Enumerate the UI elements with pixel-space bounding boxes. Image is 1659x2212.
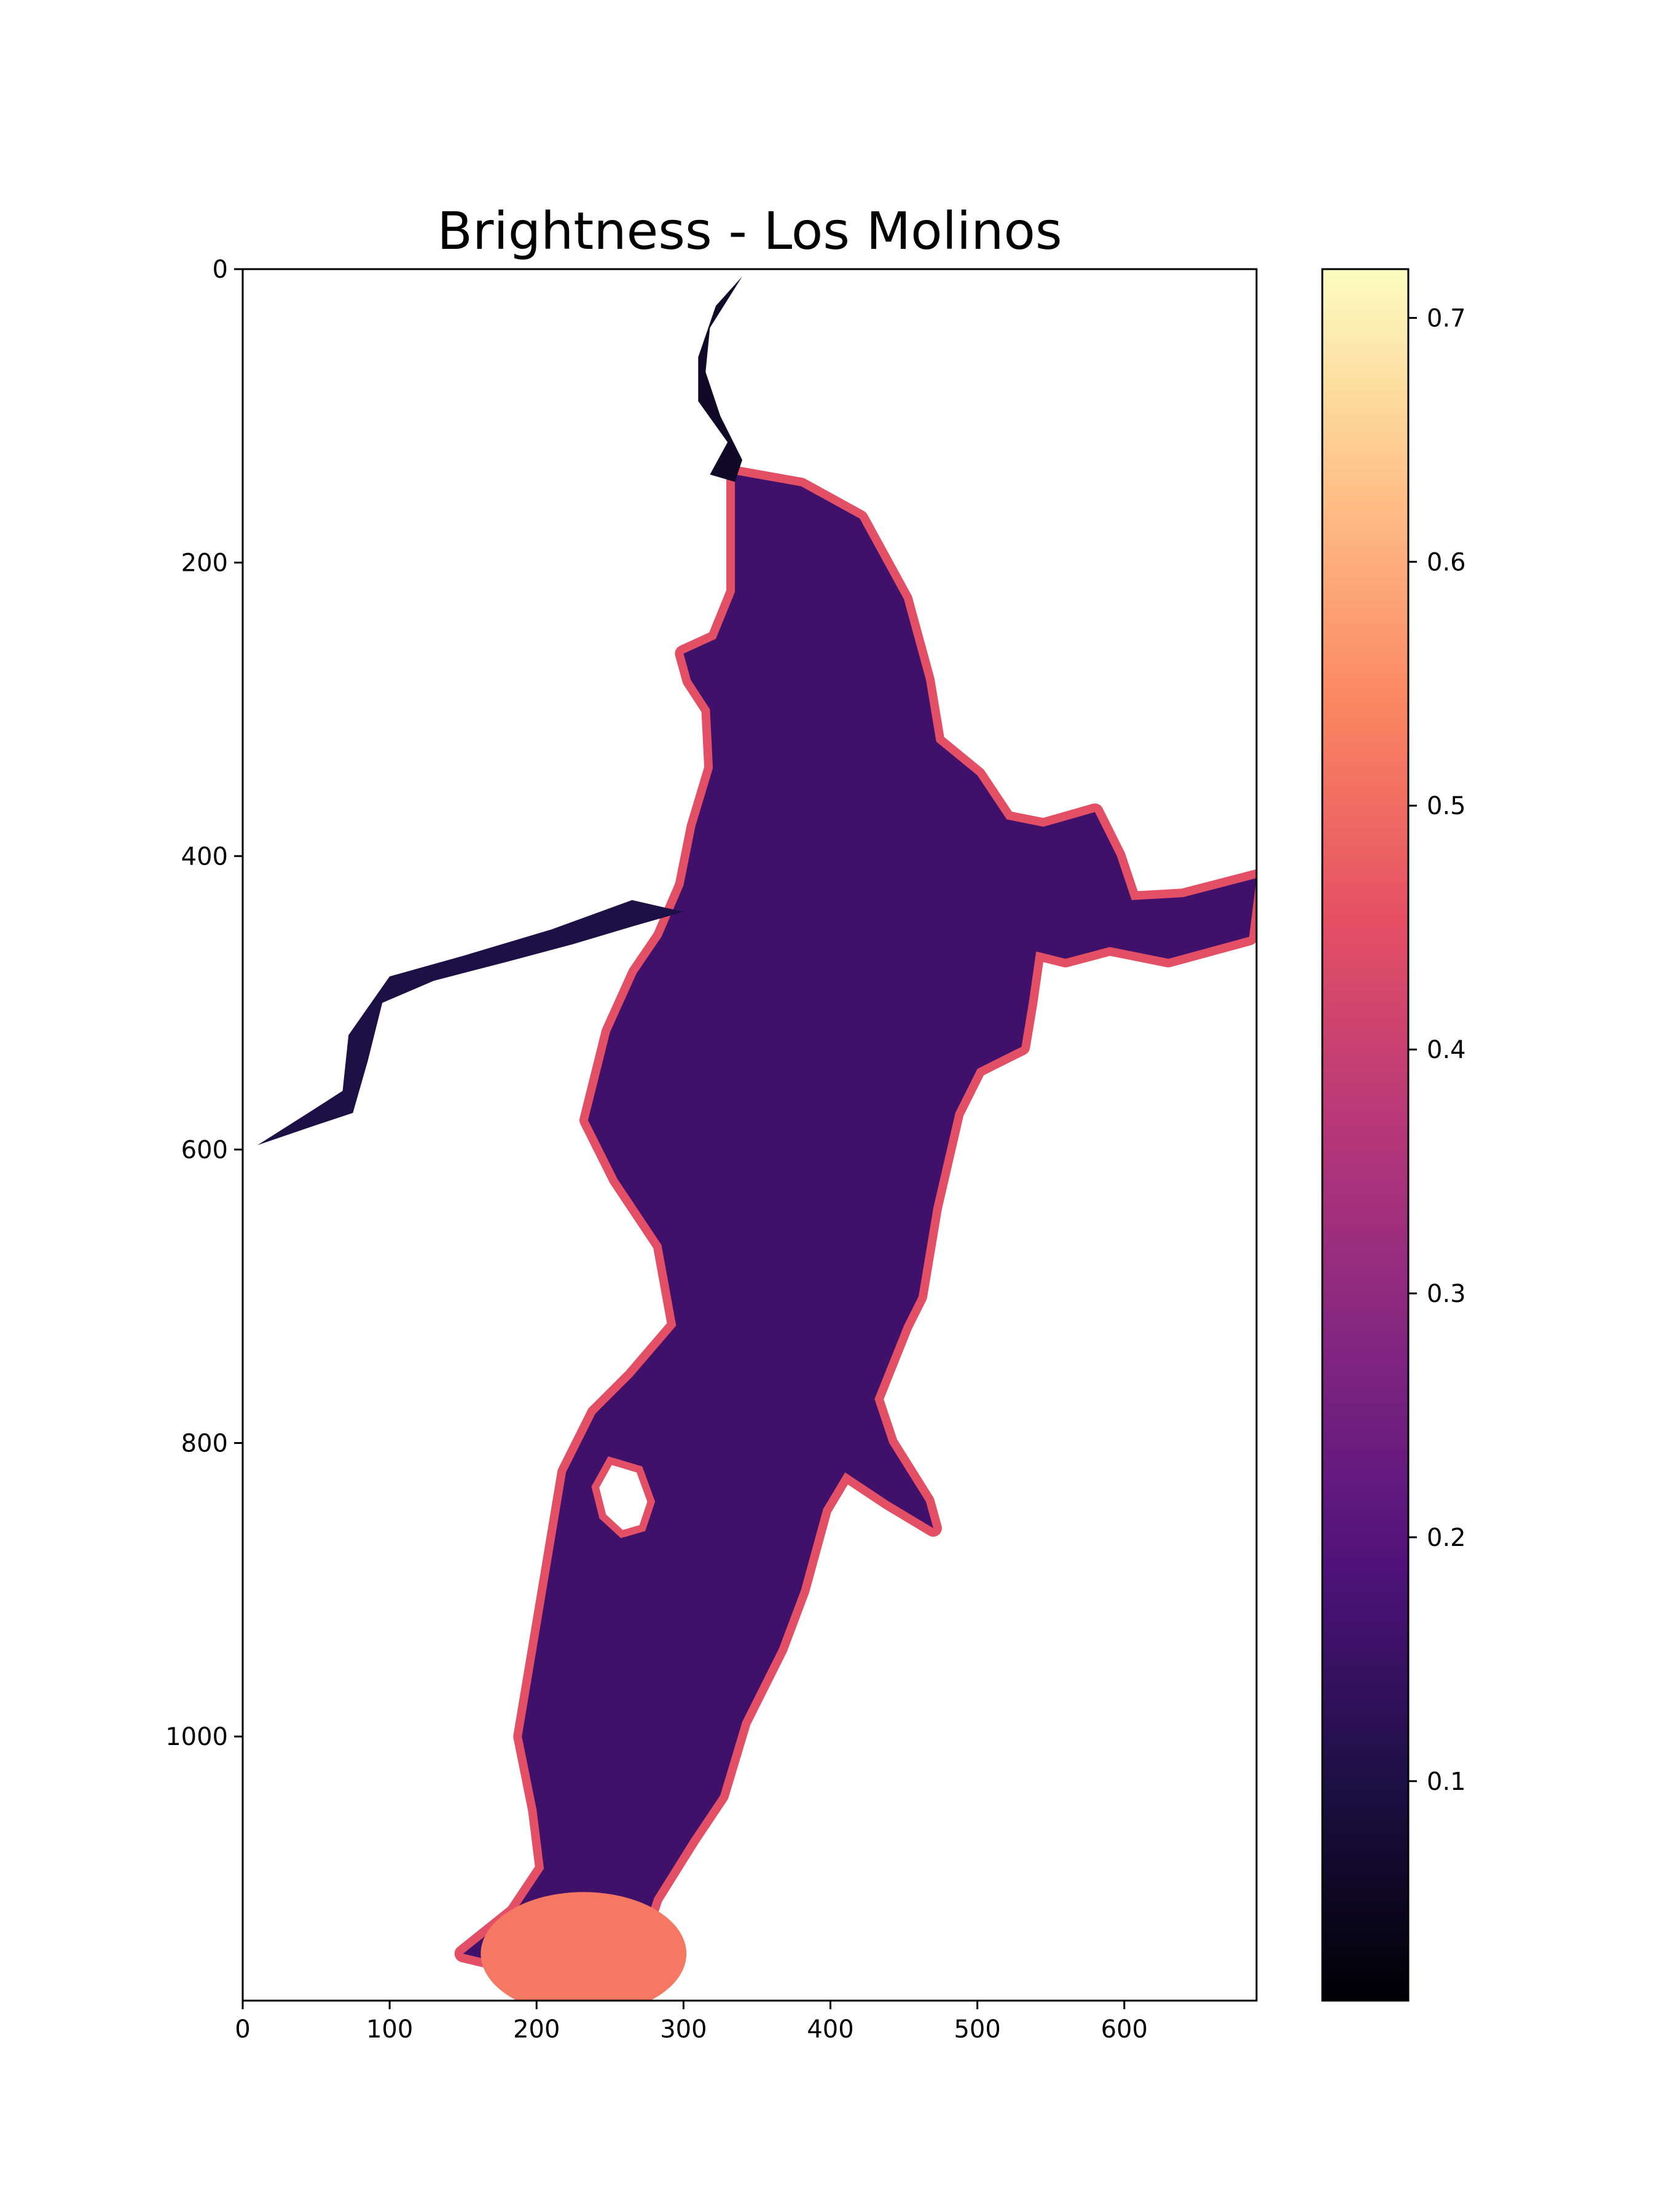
reservoir-north-inlet [698,276,742,482]
colorbar-tick-label: 0.2 [1427,1524,1466,1552]
colorbar-tick-label: 0.3 [1427,1280,1466,1308]
y-tick-label: 600 [181,1136,228,1164]
x-tick-label: 100 [366,2015,413,2044]
colorbar-axis: 0.1 0.2 0.3 0.4 0.5 0.6 0.7 [1408,304,1466,1796]
reservoir-island [591,1456,656,1539]
x-tick-label: 300 [660,2015,707,2044]
y-tick-label: 0 [213,256,228,284]
y-axis: 0 200 400 600 800 1000 [165,256,243,1751]
x-axis: 0 100 200 300 400 500 600 [235,2001,1148,2044]
colorbar-tick-label: 0.6 [1427,548,1466,576]
x-tick-label: 500 [954,2015,1000,2044]
x-tick-label: 400 [807,2015,853,2044]
reservoir-main-body [463,474,1257,1989]
x-tick-label: 600 [1101,2015,1148,2044]
colorbar-tick-label: 0.4 [1427,1036,1466,1064]
reservoir-south-shallows [480,1892,687,2001]
chart-title: Brightness - Los Molinos [437,201,1062,261]
y-tick-label: 400 [181,842,228,871]
reservoir-west-arm [257,900,684,1145]
plot-frame [241,268,1258,2002]
x-tick-label: 0 [235,2015,250,2044]
image-area [257,276,1257,2001]
colorbar-tick-label: 0.5 [1427,792,1466,820]
colorbar [1321,268,1410,2002]
y-tick-label: 200 [181,549,228,578]
colorbar-tick-label: 0.1 [1427,1768,1466,1796]
x-tick-label: 200 [513,2015,560,2044]
colorbar-tick-label: 0.7 [1427,304,1466,332]
y-tick-label: 800 [181,1430,228,1458]
y-tick-label: 1000 [165,1723,228,1751]
